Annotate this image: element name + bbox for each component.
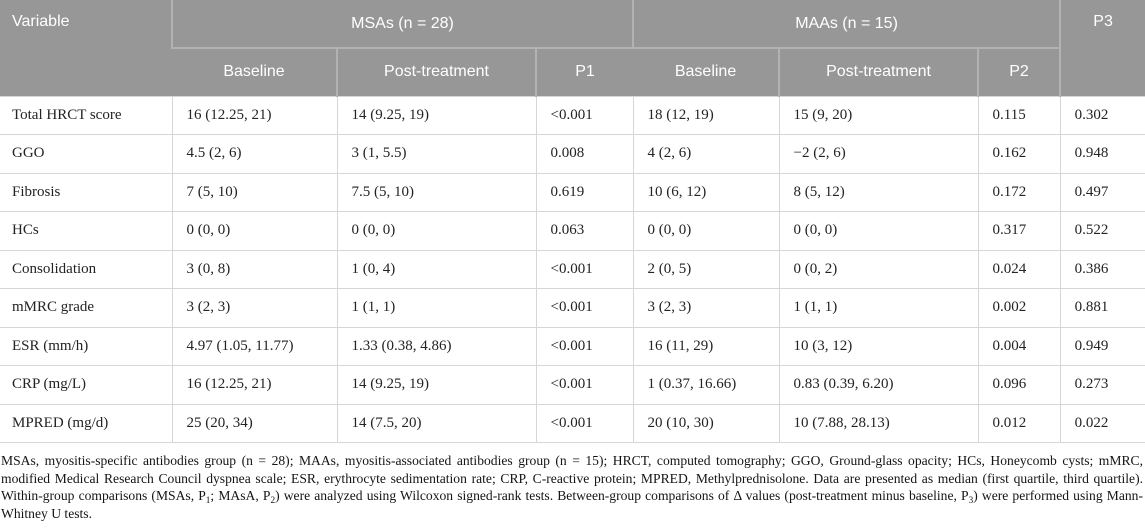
- value-cell: 0 (0, 2): [778, 249, 979, 289]
- value-cell: 0.522: [1059, 211, 1145, 251]
- value-cell: <0.001: [535, 326, 634, 366]
- value-cell: 8 (5, 12): [778, 172, 979, 212]
- value-cell: 0 (0, 0): [632, 211, 780, 251]
- value-cell: 4.97 (1.05, 11.77): [171, 326, 338, 366]
- row-variable: Fibrosis: [0, 172, 173, 212]
- value-cell: <0.001: [535, 403, 634, 443]
- value-cell: 0.948: [1059, 134, 1145, 174]
- column-header-maas-baseline: Baseline: [633, 47, 780, 96]
- row-variable: mMRC grade: [0, 288, 173, 328]
- value-cell: 0.619: [535, 172, 634, 212]
- table-header: Variable MSAs (n = 28) MAAs (n = 15) P3 …: [0, 0, 1145, 96]
- value-cell: 20 (10, 30): [632, 403, 780, 443]
- value-cell: 0.022: [1059, 403, 1145, 443]
- value-cell: 16 (11, 29): [632, 326, 780, 366]
- value-cell: 0.002: [977, 288, 1061, 328]
- column-header-p2: P2: [977, 47, 1061, 96]
- value-cell: 0.172: [977, 172, 1061, 212]
- column-header-variable: Variable: [0, 0, 172, 96]
- value-cell: 0.063: [535, 211, 634, 251]
- table-row: ESR (mm/h) 4.97 (1.05, 11.77) 1.33 (0.38, …: [0, 326, 1145, 366]
- value-cell: 7.5 (5, 10): [336, 172, 537, 212]
- value-cell: 4 (2, 6): [632, 134, 780, 174]
- column-header-maas-posttreatment: Post-treatment: [778, 47, 979, 96]
- value-cell: 4.5 (2, 6): [171, 134, 338, 174]
- value-cell: 0.162: [977, 134, 1061, 174]
- row-variable: HCs: [0, 211, 173, 251]
- row-variable: Consolidation: [0, 249, 173, 289]
- value-cell: 3 (1, 5.5): [336, 134, 537, 174]
- value-cell: 7 (5, 10): [171, 172, 338, 212]
- column-header-msas-baseline: Baseline: [172, 47, 337, 96]
- value-cell: 0 (0, 0): [778, 211, 979, 251]
- value-cell: <0.001: [535, 288, 634, 328]
- group-header-maas: MAAs (n = 15): [632, 0, 1061, 48]
- value-cell: 3 (2, 3): [632, 288, 780, 328]
- row-variable: MPRED (mg/d): [0, 403, 173, 443]
- value-cell: 0 (0, 0): [336, 211, 537, 251]
- table-row: CRP (mg/L) 16 (12.25, 21) 14 (9.25, 19) <0.…: [0, 365, 1145, 405]
- hrct-comparison-table: Variable MSAs (n = 28) MAAs (n = 15) P3 …: [0, 0, 1145, 443]
- table-row: Fibrosis 7 (5, 10) 7.5 (5, 10) 0.619 10 (6, …: [0, 172, 1145, 212]
- value-cell: 15 (9, 20): [778, 95, 979, 135]
- table-row: mMRC grade 3 (2, 3) 1 (1, 1) <0.001 3 (2, 3)…: [0, 288, 1145, 328]
- value-cell: 10 (6, 12): [632, 172, 780, 212]
- value-cell: 0.012: [977, 403, 1061, 443]
- value-cell: 25 (20, 34): [171, 403, 338, 443]
- row-variable: Total HRCT score: [0, 95, 173, 135]
- table-body: Total HRCT score 16 (12.25, 21) 14 (9.25, …: [0, 95, 1145, 443]
- value-cell: <0.001: [535, 95, 634, 135]
- footnote-subscript: 2: [270, 495, 276, 506]
- value-cell: 0.115: [977, 95, 1061, 135]
- value-cell: 0.096: [977, 365, 1061, 405]
- group-header-msas: MSAs (n = 28): [170, 0, 634, 48]
- column-header-p1: P1: [534, 47, 634, 96]
- value-cell: 1 (0.37, 16.66): [632, 365, 780, 405]
- value-cell: <0.001: [535, 365, 634, 405]
- value-cell: 0.004: [977, 326, 1061, 366]
- value-cell: 0.497: [1059, 172, 1145, 212]
- value-cell: 16 (12.25, 21): [171, 365, 338, 405]
- table-row: HCs 0 (0, 0) 0 (0, 0) 0.063 0 (0, 0) 0 (0, 0)…: [0, 211, 1145, 251]
- row-variable: CRP (mg/L): [0, 365, 173, 405]
- value-cell: 10 (3, 12): [778, 326, 979, 366]
- value-cell: 0.386: [1059, 249, 1145, 289]
- value-cell: 0.008: [535, 134, 634, 174]
- value-cell: 10 (7.88, 28.13): [778, 403, 979, 443]
- value-cell: 2 (0, 5): [632, 249, 780, 289]
- value-cell: −2 (2, 6): [778, 134, 979, 174]
- value-cell: 14 (9.25, 19): [336, 365, 537, 405]
- value-cell: 14 (7.5, 20): [336, 403, 537, 443]
- footnote-subscript: 1: [205, 495, 211, 506]
- value-cell: 0 (0, 0): [171, 211, 338, 251]
- value-cell: 3 (0, 8): [171, 249, 338, 289]
- value-cell: 18 (12, 19): [632, 95, 780, 135]
- value-cell: 3 (2, 3): [171, 288, 338, 328]
- table-row: Consolidation 3 (0, 8) 1 (0, 4) <0.001 2 (0,…: [0, 249, 1145, 289]
- value-cell: 0.83 (0.39, 6.20): [778, 365, 979, 405]
- value-cell: 1 (1, 1): [778, 288, 979, 328]
- table-row: Total HRCT score 16 (12.25, 21) 14 (9.25, …: [0, 95, 1145, 135]
- value-cell: 1 (1, 1): [336, 288, 537, 328]
- row-variable: ESR (mm/h): [0, 326, 173, 366]
- value-cell: 16 (12.25, 21): [171, 95, 338, 135]
- value-cell: 0.302: [1059, 95, 1145, 135]
- value-cell: 1.33 (0.38, 4.86): [336, 326, 537, 366]
- table-row: GGO 4.5 (2, 6) 3 (1, 5.5) 0.008 4 (2, 6) −2 (…: [0, 134, 1145, 174]
- table-footnote: MSAs, myositis-specific antibodies group…: [1, 453, 1143, 522]
- table-row: MPRED (mg/d) 25 (20, 34) 14 (7.5, 20) <0.00…: [0, 403, 1145, 443]
- footnote-subscript: 3: [968, 495, 974, 506]
- value-cell: 0.881: [1059, 288, 1145, 328]
- value-cell: 0.949: [1059, 326, 1145, 366]
- value-cell: 0.024: [977, 249, 1061, 289]
- value-cell: 0.273: [1059, 365, 1145, 405]
- value-cell: 1 (0, 4): [336, 249, 537, 289]
- column-header-p3: P3: [1059, 0, 1145, 96]
- row-variable: GGO: [0, 134, 173, 174]
- value-cell: 0.317: [977, 211, 1061, 251]
- column-header-msas-posttreatment: Post-treatment: [336, 47, 536, 96]
- value-cell: 14 (9.25, 19): [336, 95, 537, 135]
- value-cell: <0.001: [535, 249, 634, 289]
